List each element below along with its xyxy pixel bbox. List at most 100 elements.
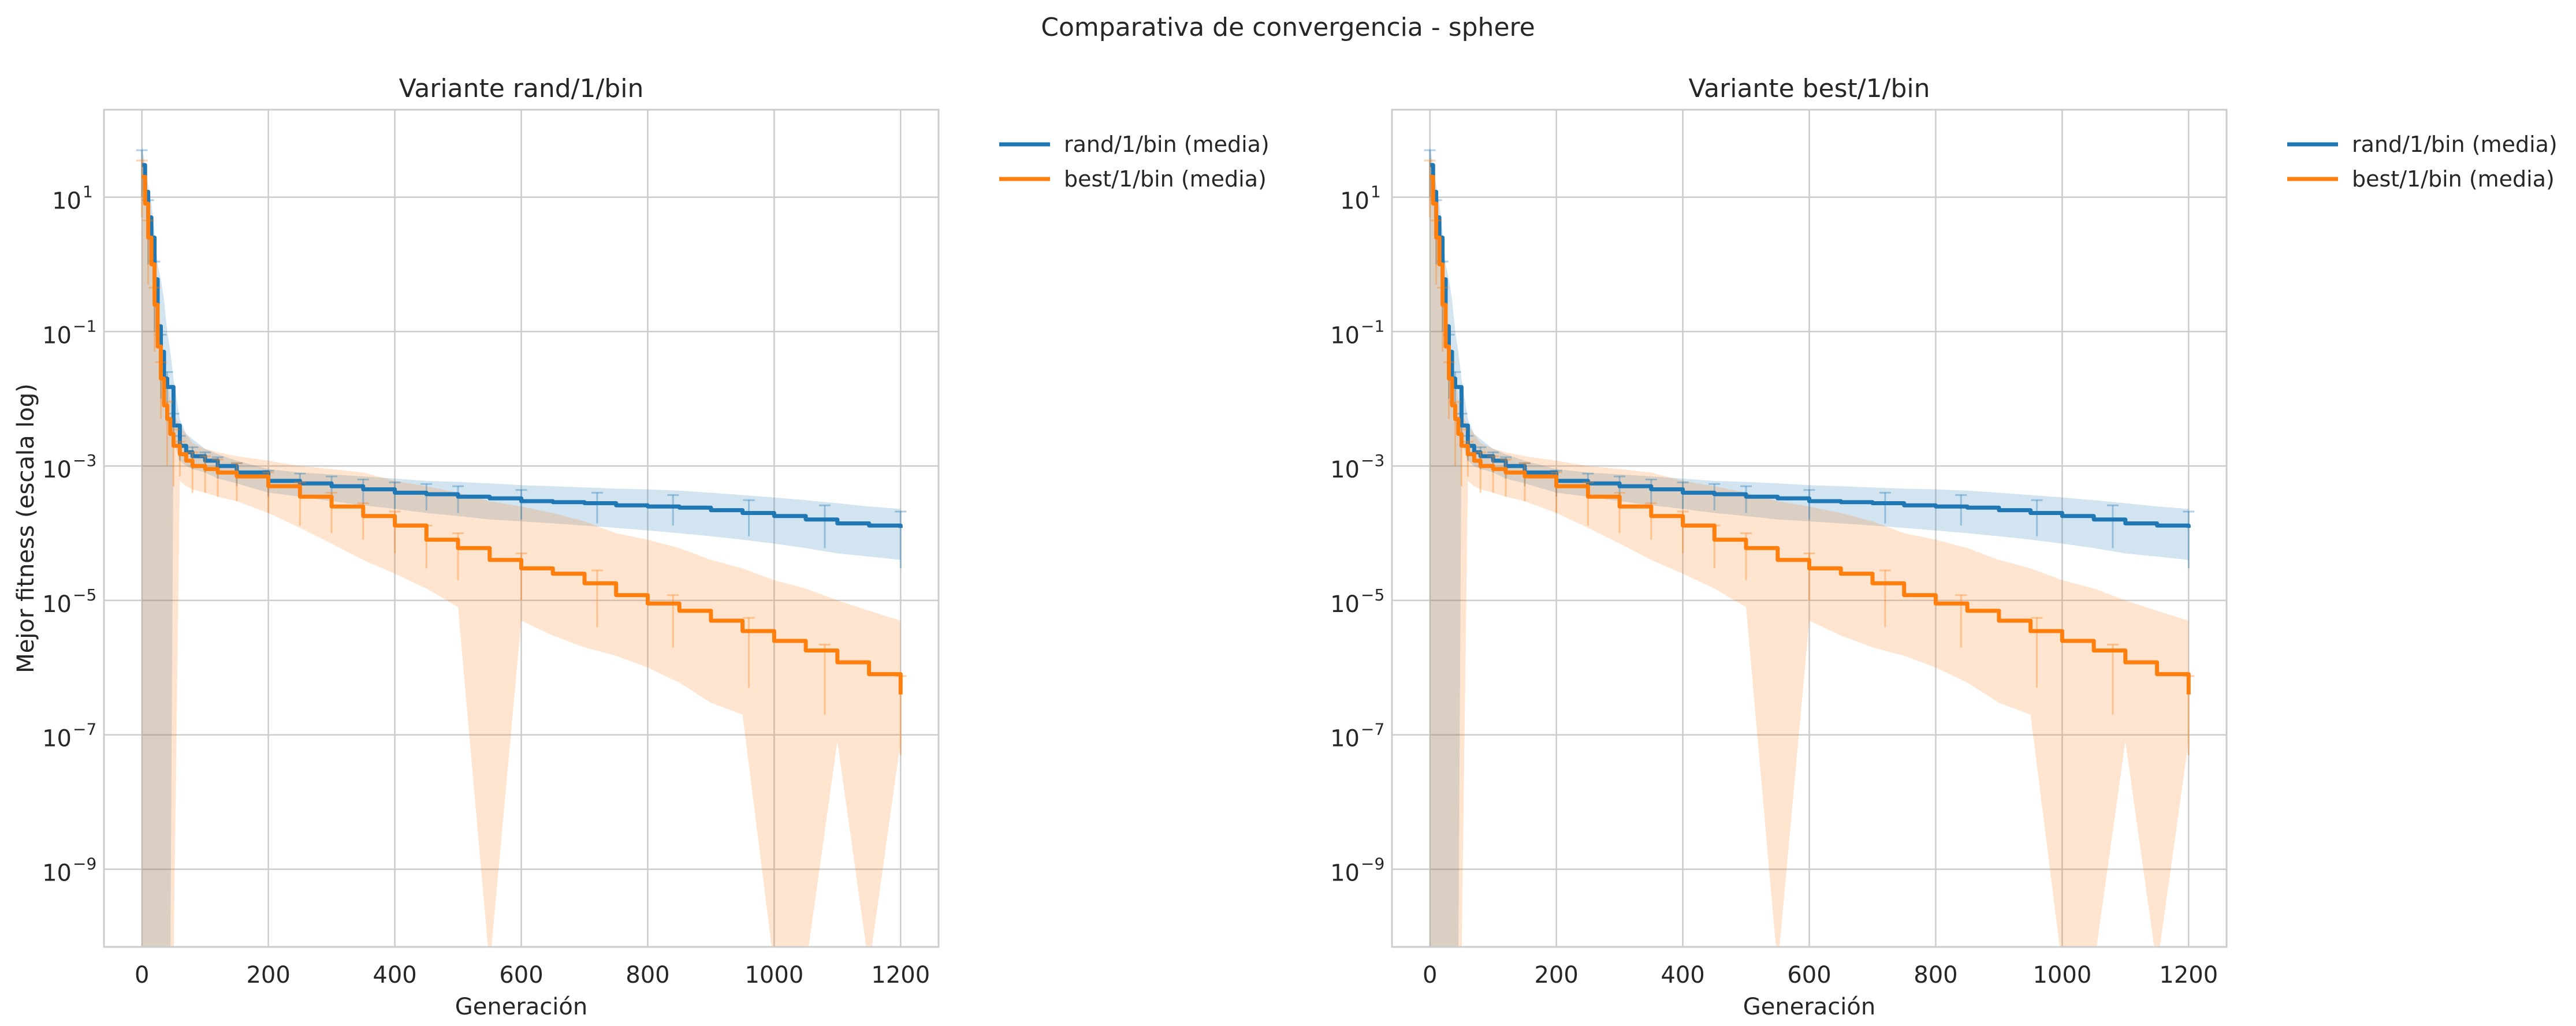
y-tick-label: 10 −7 — [42, 720, 96, 752]
errorbar-rand — [2106, 504, 2119, 549]
svg-text:10: 10 — [1330, 322, 1360, 349]
band-best — [1430, 150, 2189, 947]
legend: rand/1/bin (media) best/1/bin (media) — [999, 132, 1270, 192]
errorbar-rand — [2031, 499, 2043, 536]
svg-text:10: 10 — [42, 322, 72, 349]
svg-text:10: 10 — [42, 860, 72, 887]
errorbar-rand — [1708, 483, 1721, 510]
errorbar-rand — [2183, 510, 2195, 569]
errorbar-rand — [1677, 482, 1689, 509]
svg-text:10: 10 — [42, 457, 72, 483]
errorbar-best — [1518, 462, 1531, 501]
errorbar-rand — [1424, 149, 1436, 197]
errorbar-rand — [895, 510, 907, 569]
errorbar-best — [591, 569, 603, 628]
series-line-best — [1430, 174, 2191, 695]
band-best — [142, 150, 901, 947]
errorbar-rand — [1955, 494, 1967, 526]
y-tick-label: 10 −1 — [1330, 316, 1384, 349]
errorbar-best — [136, 159, 148, 218]
x-tick-label: 1200 — [2159, 962, 2218, 988]
legend: rand/1/bin (media) best/1/bin (media) — [2287, 132, 2558, 192]
figure-suptitle: Comparativa de convergencia - sphere — [1041, 13, 1535, 42]
errorbar-rand — [136, 149, 148, 197]
x-axis-label: Generación — [455, 994, 587, 1020]
svg-text:rand/1/bin (media): rand/1/bin (media) — [2352, 132, 2558, 157]
y-tick-label: 10 −1 — [42, 316, 96, 349]
y-axis-label: Mejor fitness (escala log) — [13, 383, 39, 673]
errorbar-best — [230, 462, 243, 501]
y-tick-label: 10 −7 — [1330, 720, 1384, 752]
svg-text:−7: −7 — [1361, 720, 1384, 739]
errorbar-rand — [452, 485, 464, 513]
y-tick-label: 10 1 — [52, 182, 93, 214]
errorbar-best — [1487, 455, 1499, 493]
x-tick-label: 1000 — [744, 962, 803, 988]
series-line-best — [142, 174, 903, 695]
y-axis-label: Mejor fitness (escala log) — [13, 383, 39, 673]
svg-text:rand/1/bin (media): rand/1/bin (media) — [1064, 132, 1270, 157]
x-tick-label: 200 — [246, 962, 290, 988]
svg-text:−3: −3 — [1361, 451, 1384, 470]
axes-frame — [1391, 109, 2228, 948]
errorbar-rand — [743, 499, 755, 536]
panel-title: Variante best/1/bin — [1689, 74, 1930, 103]
svg-text:10: 10 — [1330, 591, 1360, 618]
x-tick-label: 1000 — [2032, 962, 2091, 988]
errorbar-rand — [667, 494, 679, 526]
errorbar-rand — [1879, 491, 1891, 524]
svg-text:10: 10 — [42, 726, 72, 752]
y-tick-label: 10 −9 — [1330, 855, 1384, 887]
x-tick-label: 600 — [1787, 962, 1831, 988]
legend-entry-rand: rand/1/bin (media) — [2287, 132, 2558, 157]
y-tick-label: 10 1 — [1340, 182, 1381, 214]
errorbar-rand — [1740, 485, 1752, 513]
legend-entry-rand: rand/1/bin (media) — [999, 132, 1270, 157]
svg-text:10: 10 — [42, 591, 72, 618]
x-tick-label: 1200 — [871, 962, 930, 988]
svg-text:−1: −1 — [73, 316, 96, 335]
y-tick-label: 10 −9 — [42, 855, 96, 887]
errorbar-rand — [1645, 478, 1657, 505]
svg-text:10: 10 — [1330, 726, 1360, 752]
svg-text:−5: −5 — [73, 585, 96, 605]
svg-text:best/1/bin (media): best/1/bin (media) — [2352, 166, 2555, 192]
errorbar-best — [1424, 159, 1436, 218]
svg-text:−3: −3 — [73, 451, 96, 470]
svg-text:−9: −9 — [1361, 855, 1384, 874]
errorbar-rand — [389, 482, 401, 509]
errorbar-rand — [357, 478, 369, 505]
svg-text:10: 10 — [1330, 457, 1360, 483]
x-tick-label: 0 — [1423, 962, 1437, 988]
svg-text:−5: −5 — [1361, 585, 1384, 605]
axes-frame — [103, 109, 940, 948]
x-tick-label: 400 — [373, 962, 416, 988]
svg-text:1: 1 — [1371, 182, 1381, 201]
svg-text:1: 1 — [83, 182, 93, 201]
svg-text:−7: −7 — [73, 720, 96, 739]
errorbar-rand — [420, 483, 433, 510]
y-tick-label: 10 −3 — [1330, 451, 1384, 483]
svg-text:−9: −9 — [73, 855, 96, 874]
svg-text:best/1/bin (media): best/1/bin (media) — [1064, 166, 1267, 192]
plot-area — [1424, 144, 2195, 947]
errorbar-rand — [591, 491, 603, 524]
errorbar-best — [818, 643, 831, 715]
errorbar-best — [1500, 458, 1512, 497]
errorbar-best — [1879, 569, 1891, 628]
svg-text:10: 10 — [1340, 188, 1369, 214]
errorbar-rand — [1803, 489, 1815, 520]
x-tick-label: 800 — [626, 962, 669, 988]
legend-entry-best: best/1/bin (media) — [999, 166, 1267, 192]
errorbar-rand — [818, 504, 831, 549]
x-tick-label: 200 — [1534, 962, 1578, 988]
y-tick-label: 10 −3 — [42, 451, 96, 483]
x-tick-label: 600 — [499, 962, 543, 988]
errorbar-rand — [515, 489, 527, 520]
svg-text:10: 10 — [1330, 860, 1360, 887]
